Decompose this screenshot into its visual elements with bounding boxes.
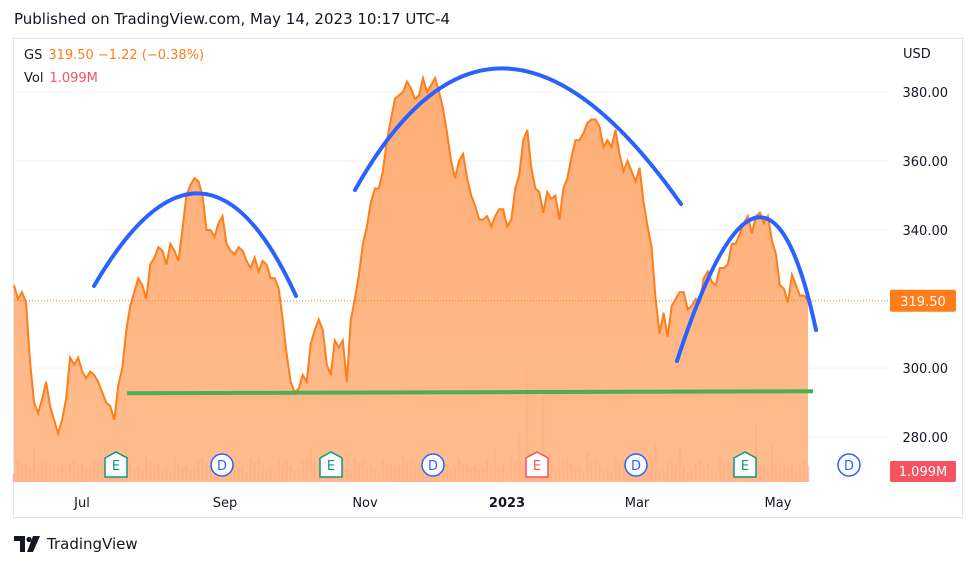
x-tick-label: Jul: [73, 496, 90, 511]
chart-frame: [13, 38, 963, 518]
x-tick-label: 2023: [489, 496, 525, 511]
marker-letter: D: [428, 459, 438, 474]
earnings-marker[interactable]: E: [104, 451, 128, 478]
marker-letter: D: [844, 459, 854, 474]
price-area: [14, 78, 808, 482]
published-caption: Published on TradingView.com, May 14, 20…: [14, 10, 451, 28]
marker-letter: E: [741, 459, 749, 474]
legend-vol-label: Vol: [24, 71, 44, 86]
y-tick-label: 280.00: [903, 431, 949, 446]
marker-letter: D: [217, 459, 227, 474]
tradingview-brand-text: TradingView: [47, 535, 138, 553]
x-tick-label: Nov: [352, 496, 378, 511]
price-line: [13, 74, 809, 438]
earnings-marker[interactable]: E: [733, 451, 757, 478]
legend-symbol: GS: [24, 48, 43, 63]
dividend-marker[interactable]: D: [837, 453, 861, 477]
x-tick-label: Sep: [213, 496, 238, 511]
price-badge-text: 319.50: [900, 295, 946, 310]
marker-letter: D: [631, 459, 641, 474]
volume-badge: 1.099M: [890, 461, 956, 482]
earnings-marker[interactable]: E: [319, 451, 343, 478]
support-line: [126, 389, 814, 396]
arc-annotations: [92, 66, 818, 363]
currency-label: USD: [903, 47, 931, 62]
tradingview-logo-icon: [14, 536, 40, 552]
x-axis: Jul Sep Nov 2023 Mar May: [73, 496, 792, 511]
marker-letter: E: [112, 459, 120, 474]
legend-price: 319.50: [48, 48, 94, 63]
x-tick-label: Mar: [625, 496, 650, 511]
dividend-marker[interactable]: D: [624, 453, 648, 477]
legend-vol-value: 1.099M: [49, 71, 98, 86]
price-badge: 319.50: [890, 289, 956, 312]
legend-volume-row: Vol 1.099M: [24, 71, 98, 86]
y-tick-label: 340.00: [903, 224, 949, 239]
left-shoulder-arc: [92, 191, 298, 298]
legend-change: −1.22 (−0.38%): [97, 48, 205, 63]
x-tick-label: May: [765, 496, 792, 511]
y-axis: 380.00 360.00 340.00 300.00 280.00: [903, 86, 949, 446]
marker-letter: E: [327, 459, 335, 474]
tradingview-logo[interactable]: TradingView: [14, 535, 138, 553]
marker-letter: E: [533, 459, 541, 474]
y-tick-label: 360.00: [903, 155, 949, 170]
y-tick-label: 300.00: [903, 362, 949, 377]
y-tick-label: 380.00: [903, 86, 949, 101]
volume-badge-text: 1.099M: [899, 465, 947, 480]
right-shoulder-arc: [675, 215, 818, 363]
head-arc: [353, 66, 683, 206]
dividend-marker[interactable]: D: [210, 453, 234, 477]
earnings-marker[interactable]: E: [525, 451, 549, 478]
dividend-marker[interactable]: D: [421, 453, 445, 477]
legend-symbol-row: GS 319.50 −1.22 (−0.38%): [24, 48, 204, 63]
chart-canvas[interactable]: 380.00 360.00 340.00 300.00 280.00 Jul Sep Nov…: [0, 0, 977, 520]
